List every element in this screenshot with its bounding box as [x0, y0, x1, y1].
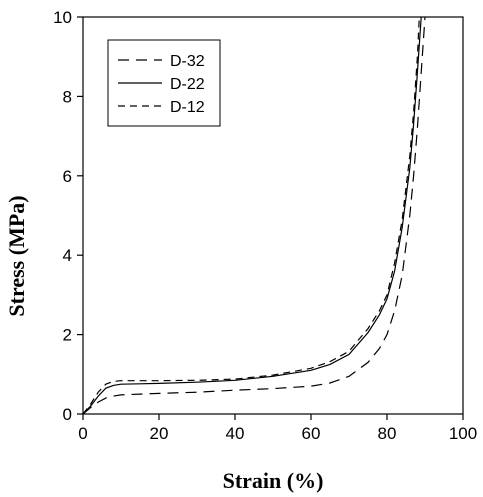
y-tick-label: 0 [63, 405, 72, 424]
legend-label: D-32 [170, 53, 205, 70]
series-line-d-22 [82, 16, 422, 415]
y-tick-label: 2 [63, 326, 72, 345]
legend-label: D-22 [170, 76, 205, 93]
x-tick-label: 40 [226, 424, 245, 443]
y-tick-label: 6 [63, 167, 72, 186]
series-line-d-12 [82, 16, 420, 415]
plot-area [82, 16, 464, 415]
x-tick-label: 60 [302, 424, 321, 443]
y-tick-label: 4 [63, 246, 72, 265]
series-layer [82, 16, 426, 415]
legend: D-32 D-22 D-12 [107, 39, 221, 127]
legend-label: D-12 [170, 99, 205, 116]
series-line-d-32 [82, 16, 426, 415]
plot-frame [82, 16, 464, 415]
y-axis-ticks: 0 2 4 6 8 10 [53, 8, 83, 424]
x-axis-ticks: 0 20 40 60 80 100 [78, 414, 477, 443]
y-tick-label: 10 [53, 8, 72, 27]
y-axis-title: Stress (MPa) [4, 195, 29, 316]
x-axis-title: Strain (%) [223, 468, 324, 493]
x-tick-label: 0 [78, 424, 87, 443]
x-tick-label: 100 [449, 424, 477, 443]
x-tick-label: 80 [378, 424, 397, 443]
y-tick-label: 8 [63, 87, 72, 106]
x-tick-label: 20 [150, 424, 169, 443]
